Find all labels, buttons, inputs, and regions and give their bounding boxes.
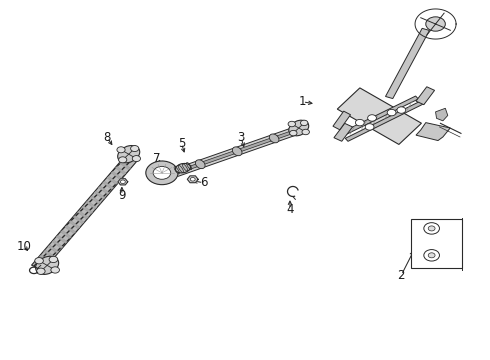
Circle shape xyxy=(426,17,445,31)
Polygon shape xyxy=(61,230,72,238)
Polygon shape xyxy=(115,166,126,175)
Circle shape xyxy=(119,157,127,163)
Polygon shape xyxy=(52,240,63,248)
Polygon shape xyxy=(94,191,105,199)
Polygon shape xyxy=(103,181,114,189)
Polygon shape xyxy=(120,162,130,170)
Polygon shape xyxy=(386,28,429,99)
Circle shape xyxy=(428,253,435,258)
Bar xyxy=(411,220,463,268)
Polygon shape xyxy=(180,130,294,172)
Polygon shape xyxy=(173,126,301,176)
Circle shape xyxy=(290,130,297,136)
Circle shape xyxy=(365,124,374,130)
Circle shape xyxy=(190,177,195,181)
Circle shape xyxy=(121,180,125,184)
Circle shape xyxy=(153,166,171,179)
Text: 7: 7 xyxy=(153,152,161,165)
Polygon shape xyxy=(416,123,450,140)
Circle shape xyxy=(387,109,396,116)
Polygon shape xyxy=(107,176,118,184)
Polygon shape xyxy=(31,154,138,270)
Polygon shape xyxy=(334,123,352,141)
Circle shape xyxy=(355,120,364,126)
Ellipse shape xyxy=(270,134,279,143)
Text: 1: 1 xyxy=(299,95,306,108)
Polygon shape xyxy=(98,186,109,194)
Text: 3: 3 xyxy=(237,131,245,144)
Text: 6: 6 xyxy=(200,176,207,189)
Circle shape xyxy=(131,145,139,152)
Text: 10: 10 xyxy=(17,240,31,253)
Polygon shape xyxy=(337,88,421,144)
Ellipse shape xyxy=(289,120,309,136)
Polygon shape xyxy=(65,225,76,234)
Circle shape xyxy=(302,129,309,135)
Polygon shape xyxy=(187,176,198,183)
Polygon shape xyxy=(56,235,67,243)
Polygon shape xyxy=(339,96,418,137)
Text: 9: 9 xyxy=(118,189,125,202)
Ellipse shape xyxy=(232,147,242,156)
Circle shape xyxy=(51,267,59,273)
Circle shape xyxy=(132,156,141,162)
Circle shape xyxy=(37,268,45,274)
Circle shape xyxy=(424,249,440,261)
Text: 8: 8 xyxy=(103,131,111,144)
Circle shape xyxy=(424,223,440,234)
Polygon shape xyxy=(44,250,55,258)
Polygon shape xyxy=(333,111,350,130)
Polygon shape xyxy=(90,196,101,204)
Ellipse shape xyxy=(175,163,191,173)
Polygon shape xyxy=(69,221,80,229)
Polygon shape xyxy=(82,206,93,214)
Circle shape xyxy=(35,257,44,264)
Circle shape xyxy=(397,107,406,113)
Polygon shape xyxy=(345,100,425,141)
Polygon shape xyxy=(40,255,50,263)
Text: 2: 2 xyxy=(397,269,405,282)
Circle shape xyxy=(368,115,376,121)
Circle shape xyxy=(288,121,295,127)
Circle shape xyxy=(117,147,125,153)
Polygon shape xyxy=(416,87,435,105)
Polygon shape xyxy=(77,211,88,219)
Circle shape xyxy=(428,226,435,231)
Text: 4: 4 xyxy=(286,203,294,216)
Polygon shape xyxy=(48,245,59,253)
Text: 5: 5 xyxy=(178,137,185,150)
Polygon shape xyxy=(73,216,84,224)
Polygon shape xyxy=(86,201,97,209)
Ellipse shape xyxy=(196,160,205,168)
Circle shape xyxy=(300,120,308,126)
Circle shape xyxy=(146,161,178,185)
Polygon shape xyxy=(436,108,448,121)
Polygon shape xyxy=(111,171,122,179)
Ellipse shape xyxy=(118,145,140,163)
Polygon shape xyxy=(118,179,128,185)
Circle shape xyxy=(49,256,58,262)
Ellipse shape xyxy=(36,256,59,274)
